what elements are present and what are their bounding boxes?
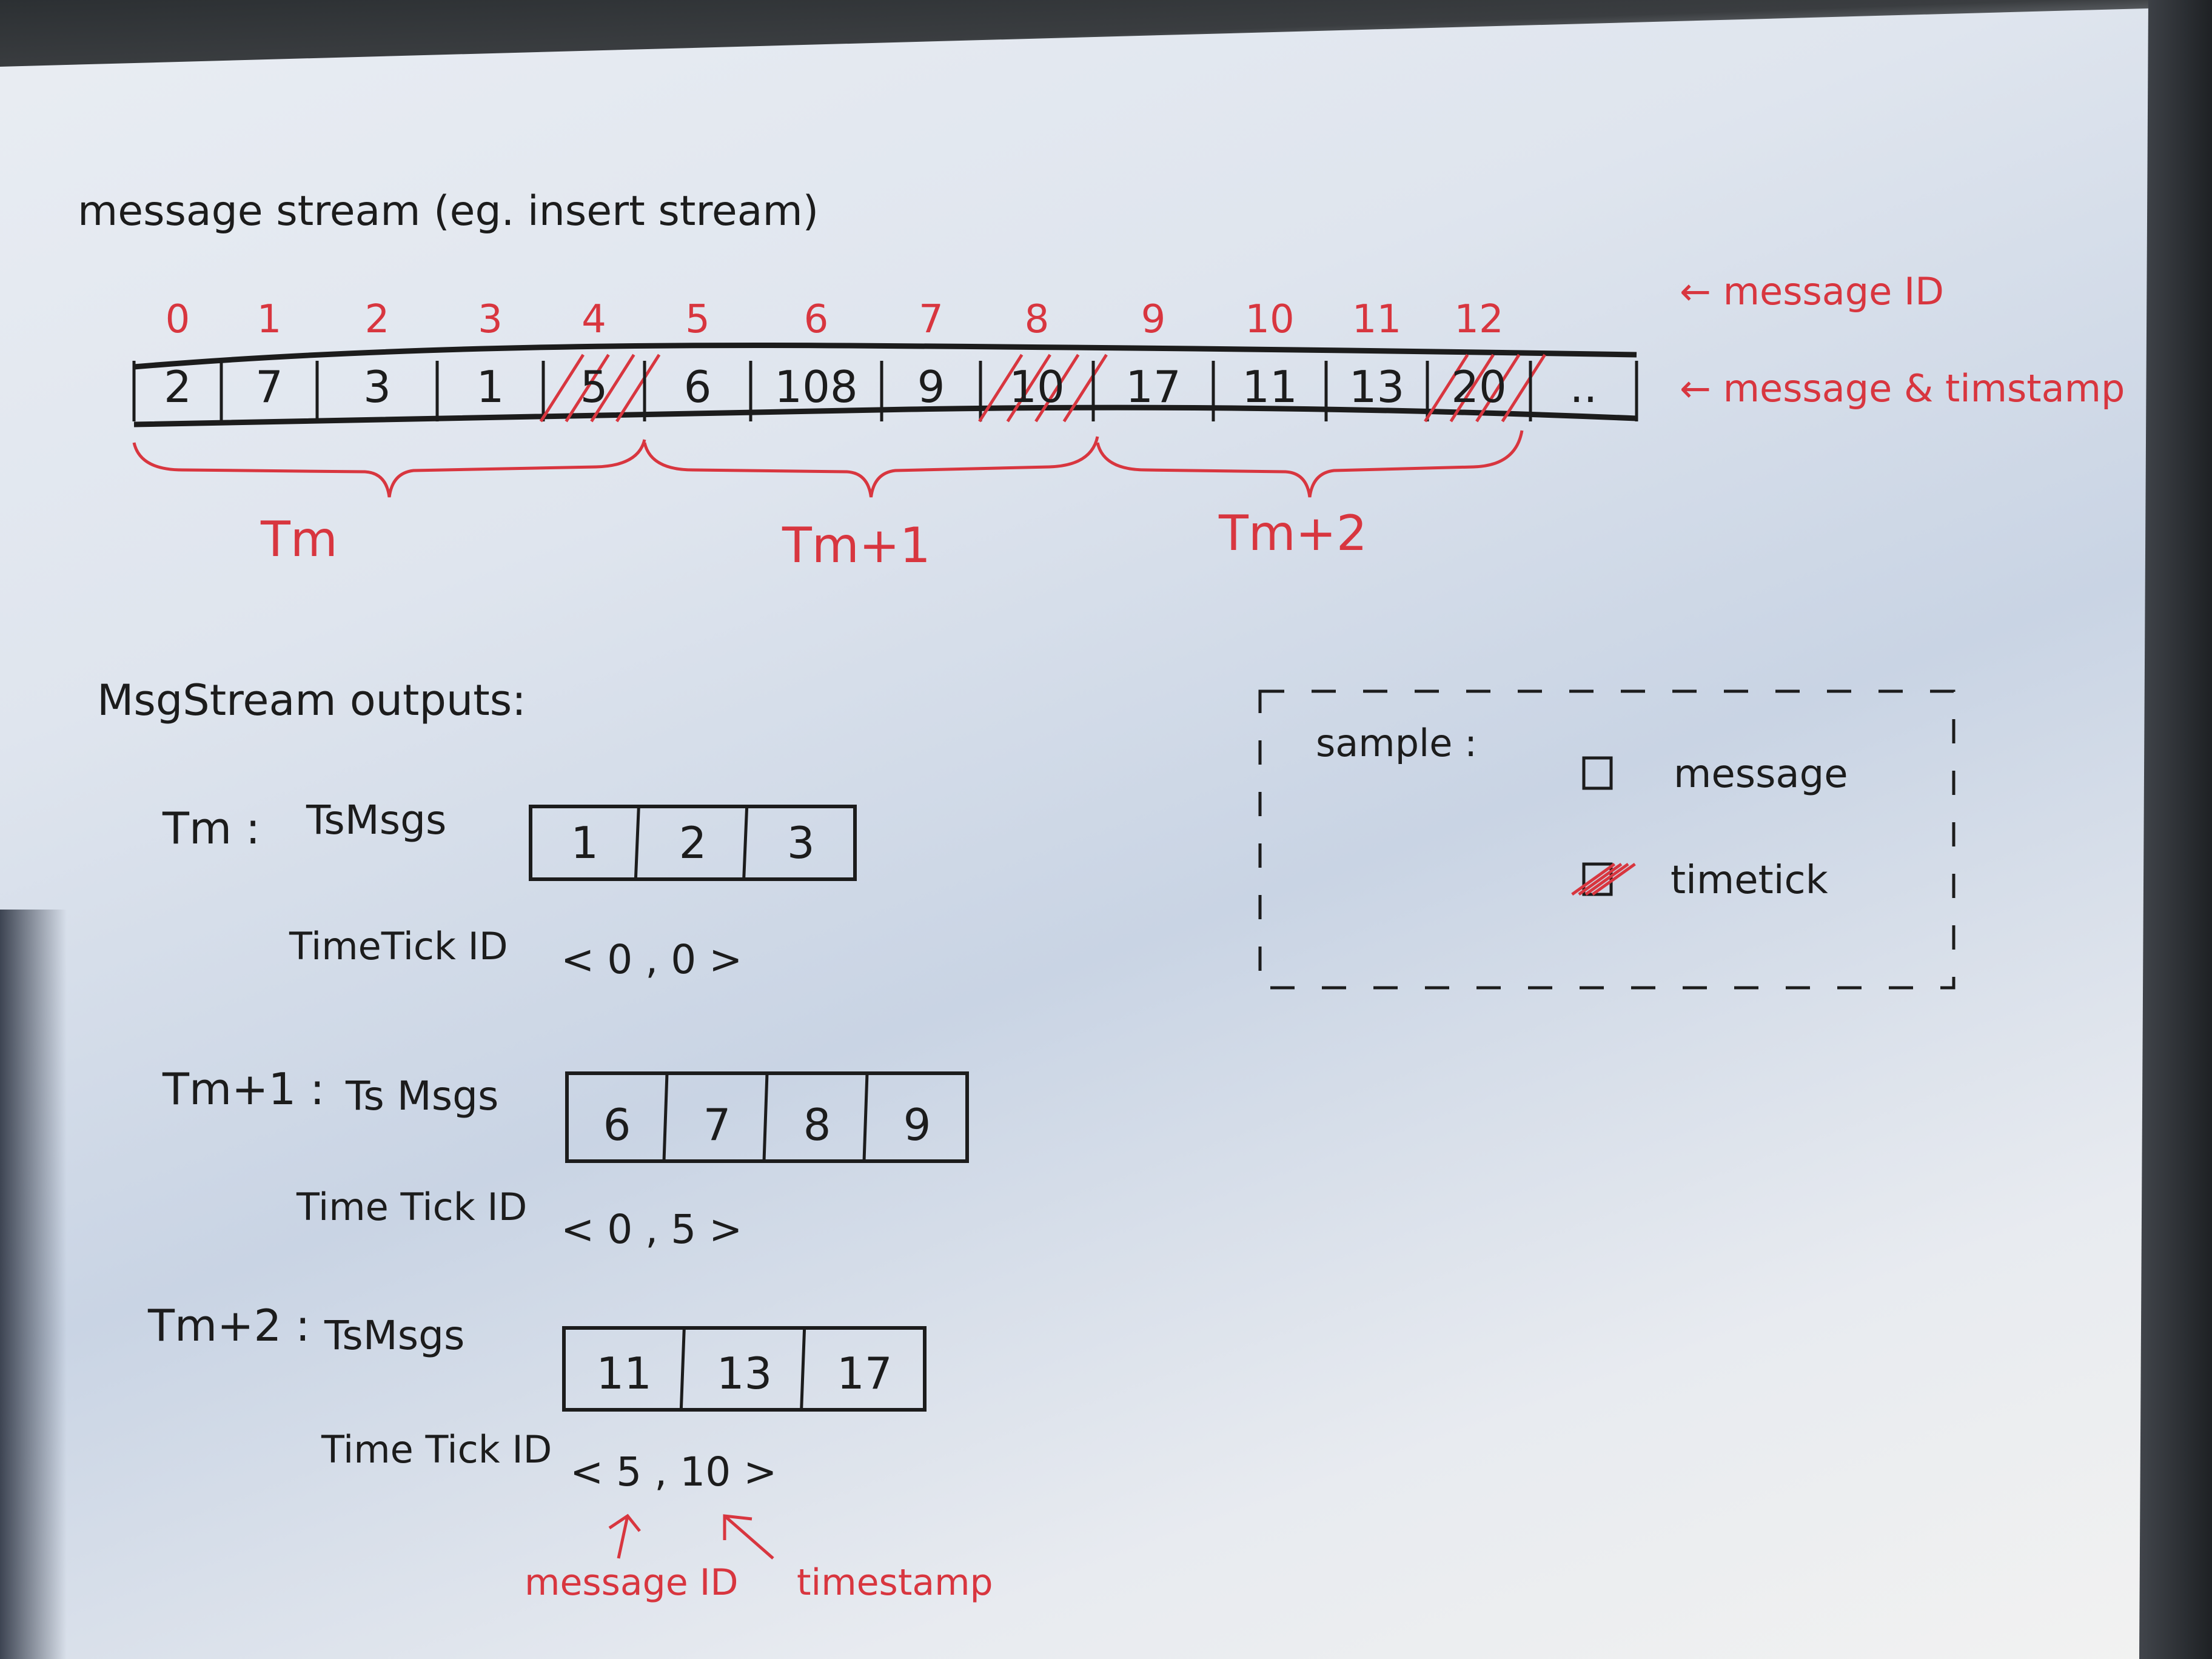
message-id: 5 [685, 297, 710, 342]
message-id: 10 [1245, 297, 1294, 342]
output-msg-value: 13 [717, 1348, 773, 1399]
stream-cell-value: 13 [1349, 361, 1405, 412]
group-name-tm1: Tm+1 : [163, 1064, 325, 1114]
brace-tm2 [1096, 430, 1524, 498]
output-msg-value: 17 [837, 1348, 893, 1399]
box-divider [862, 1073, 869, 1162]
stream-cell-value: 17 [1125, 361, 1181, 412]
stream-cell-value: 20 [1451, 361, 1507, 412]
timetick-hatch [1449, 354, 1495, 423]
message-id: 0 [166, 297, 190, 342]
tsmsgs-box-tm [529, 805, 857, 881]
message-id: 2 [365, 297, 390, 342]
timetick-id-label: Time Tick ID [321, 1427, 552, 1472]
timetick-hatch [1062, 354, 1108, 423]
brace-tm1 [643, 436, 1099, 498]
table-edge-right [2139, 0, 2212, 1659]
output-msg-value: 8 [803, 1099, 831, 1150]
timetick-id-label: Time Tick ID [297, 1185, 528, 1229]
group-name-tm2: Tm+2 : [148, 1300, 310, 1351]
box-divider [742, 806, 749, 880]
stream-bottom-border [133, 404, 1637, 427]
box-divider [762, 1073, 769, 1162]
output-msg-value: 11 [596, 1348, 652, 1399]
message-id-label: ← message ID [1680, 269, 1945, 313]
timetick-id-label: TimeTick ID [289, 924, 508, 968]
timetick-hatch [565, 354, 610, 423]
timetick-hatch [539, 354, 585, 423]
stream-cell-value: 7 [255, 361, 283, 412]
stream-cell-value: 9 [917, 361, 945, 412]
message-id: 4 [581, 297, 606, 342]
timetick-hatch [978, 354, 1024, 423]
outputs-heading: MsgStream outputs: [97, 675, 526, 725]
annotation-timestamp: timestamp [797, 1561, 993, 1604]
box-divider [662, 1073, 669, 1162]
legend-message-swatch [1582, 756, 1613, 790]
group-msgs-label: TsMsgs [306, 797, 447, 843]
stream-cell-value: 5 [580, 361, 608, 412]
range-label-tm2: Tm+2 [1219, 505, 1367, 561]
range-label-tm: Tm [261, 511, 338, 568]
legend-timetick-hatch [1591, 862, 1636, 896]
output-msg-value: 7 [703, 1099, 731, 1150]
legend-label-timetick: timetick [1671, 858, 1828, 903]
tsmsgs-box-tm2 [562, 1326, 927, 1412]
timetick-hatch [1475, 354, 1521, 423]
legend-box [1258, 689, 1956, 990]
stream-title: message stream (eg. insert stream) [78, 187, 819, 235]
shadow [0, 910, 67, 1659]
timetick-hatch [1006, 354, 1051, 423]
stream-cell-value: 11 [1242, 361, 1298, 412]
stream-cell-value: .. [1570, 361, 1598, 412]
message-timestamp-label: ← message & timstamp [1680, 366, 2125, 411]
timetick-id-value: < 5 , 10 > [570, 1449, 777, 1495]
message-id: 12 [1454, 297, 1503, 342]
output-msg-value: 6 [603, 1099, 631, 1150]
group-name-tm: Tm : [163, 803, 261, 854]
message-id: 9 [1141, 297, 1166, 342]
stream-cell-value: 3 [363, 361, 391, 412]
legend-timetick-hatch [1584, 862, 1629, 896]
output-msg-value: 3 [787, 817, 815, 868]
message-id: 8 [1025, 297, 1050, 342]
legend-timetick-hatch [1578, 862, 1623, 896]
box-divider [800, 1327, 806, 1410]
timetick-hatch [590, 354, 635, 423]
legend-label-message: message [1674, 752, 1848, 797]
timetick-id-value: < 0 , 5 > [561, 1206, 743, 1253]
timetick-id-value: < 0 , 0 > [561, 936, 743, 983]
timetick-hatch [1501, 354, 1546, 423]
timetick-hatch [615, 354, 661, 423]
legend-timetick-swatch [1582, 862, 1613, 896]
timetick-hatch [1034, 354, 1080, 423]
output-msg-value: 2 [679, 817, 707, 868]
group-msgs-label: TsMsgs [324, 1312, 465, 1359]
stream-cell-value: 10 [1009, 361, 1065, 412]
legend-timetick-hatch [1571, 862, 1616, 896]
stream-cell-value: 2 [164, 361, 192, 412]
legend-title: sample : [1316, 721, 1478, 765]
output-msg-value: 9 [903, 1099, 931, 1150]
group-msgs-label: Ts Msgs [346, 1073, 499, 1119]
arrow-up-icon [608, 1513, 641, 1559]
timetick-hatch [1424, 354, 1469, 423]
output-msg-value: 1 [571, 817, 598, 868]
stream-cell-value: 1 [477, 361, 504, 412]
stream-cell-value: 108 [774, 361, 857, 412]
message-id: 11 [1352, 297, 1401, 342]
box-divider [679, 1327, 686, 1410]
range-label-tm1: Tm+1 [782, 517, 931, 574]
message-id: 6 [804, 297, 829, 342]
stream-top-border [133, 342, 1637, 370]
stream-cell-value: 6 [684, 361, 712, 412]
message-id: 1 [257, 297, 282, 342]
box-divider [634, 806, 640, 880]
brace-tm [132, 439, 646, 498]
annotation-message-id: message ID [525, 1561, 739, 1604]
arrow-up-left-icon [723, 1514, 774, 1560]
message-id: 3 [478, 297, 503, 342]
message-id: 7 [919, 297, 943, 342]
